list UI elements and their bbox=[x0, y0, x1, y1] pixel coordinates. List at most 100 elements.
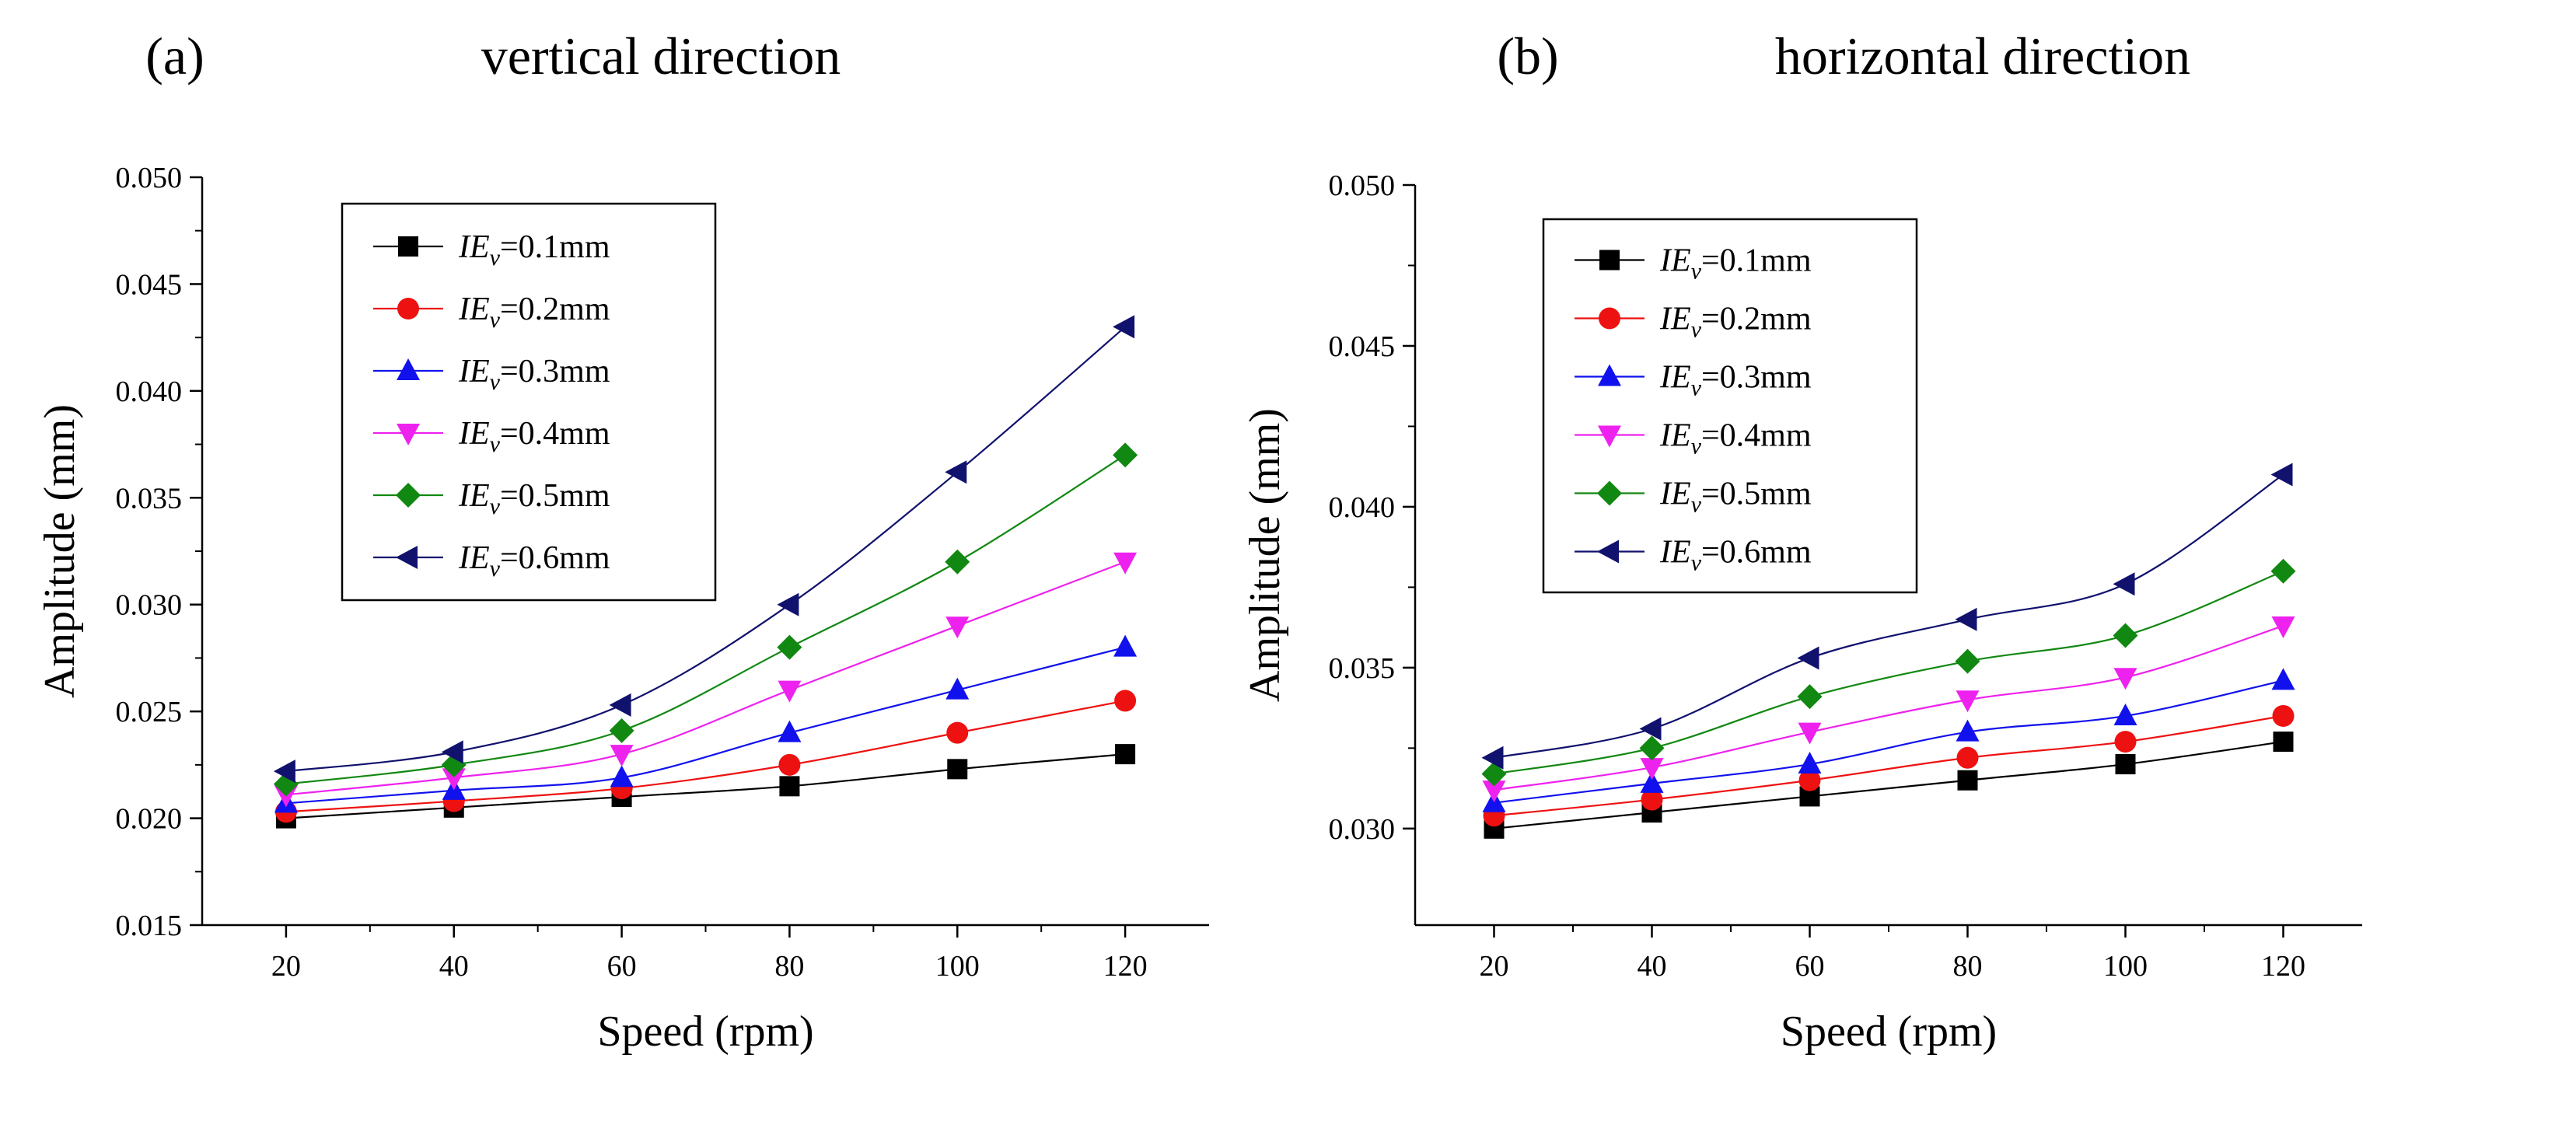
data-point bbox=[1114, 690, 1137, 712]
legend-label: IEv=0.3mm bbox=[458, 354, 610, 395]
y-tick-label: 0.030 bbox=[116, 589, 183, 622]
legend-marker bbox=[1597, 540, 1619, 564]
x-tick-label: 80 bbox=[774, 950, 804, 983]
legend-label-main: IE bbox=[458, 478, 490, 514]
x-tick-label: 20 bbox=[271, 950, 301, 983]
legend-label-rest: =0.5mm bbox=[500, 478, 610, 514]
legend-entry: IEv=0.4mm bbox=[373, 416, 610, 457]
x-tick-label: 40 bbox=[1638, 950, 1667, 983]
y-tick-label: 0.035 bbox=[1329, 652, 1396, 685]
data-point bbox=[442, 768, 466, 791]
legend-entry: IEv=0.6mm bbox=[373, 540, 610, 581]
legend-label-sub: v bbox=[1691, 550, 1702, 576]
data-point bbox=[945, 460, 967, 484]
legend-marker bbox=[1598, 364, 1621, 386]
data-point bbox=[1641, 788, 1663, 811]
legend-label-main: IE bbox=[458, 229, 490, 265]
legend-marker bbox=[1599, 307, 1620, 330]
data-point bbox=[1798, 769, 1821, 791]
x-tick-label: 20 bbox=[1480, 950, 1509, 983]
legend-marker bbox=[396, 546, 418, 569]
data-point bbox=[2113, 668, 2137, 690]
legend-box bbox=[341, 202, 717, 602]
legend-label-rest: =0.3mm bbox=[500, 354, 610, 389]
legend-label-main: IE bbox=[458, 540, 490, 576]
legend-marker bbox=[397, 298, 419, 320]
data-point bbox=[1639, 717, 1662, 741]
y-tick-label: 0.020 bbox=[116, 803, 183, 836]
legend-label-rest: =0.1mm bbox=[500, 229, 610, 265]
legend-box bbox=[1542, 218, 1918, 594]
series-line bbox=[285, 700, 1126, 813]
data-point bbox=[1797, 684, 1823, 710]
legend-entry: IEv=0.4mm bbox=[1575, 418, 1812, 459]
data-point bbox=[1798, 722, 1822, 745]
y-tick-label: 0.040 bbox=[1329, 491, 1396, 524]
legend-label-main: IE bbox=[1659, 302, 1691, 337]
legend-label: IEv=0.1mm bbox=[1659, 243, 1812, 285]
legend-label: IEv=0.2mm bbox=[1659, 302, 1812, 343]
chart-title: horizontal direction bbox=[1775, 26, 2190, 86]
legend-label-rest: =0.1mm bbox=[1701, 243, 1812, 279]
series-line bbox=[285, 326, 1126, 773]
data-point bbox=[778, 680, 802, 703]
legend-label-main: IE bbox=[1659, 360, 1691, 396]
data-point bbox=[779, 776, 800, 797]
y-tick-label: 0.025 bbox=[116, 696, 183, 728]
legend-label: IEv=0.1mm bbox=[458, 229, 610, 271]
series-line bbox=[1494, 740, 2284, 829]
legend-label: IEv=0.6mm bbox=[458, 540, 610, 581]
legend-entry: IEv=0.2mm bbox=[373, 292, 610, 333]
data-point bbox=[1113, 634, 1138, 657]
data-point bbox=[610, 765, 634, 788]
data-point bbox=[2115, 754, 2136, 775]
series-line bbox=[285, 454, 1126, 785]
data-point bbox=[2270, 463, 2293, 487]
data-point bbox=[1113, 552, 1138, 574]
data-point bbox=[947, 759, 968, 780]
data-point bbox=[2113, 703, 2137, 725]
legend-entry: IEv=0.3mm bbox=[373, 354, 610, 395]
legend-entry: IEv=0.1mm bbox=[373, 229, 610, 271]
legend-label: IEv=0.3mm bbox=[1659, 360, 1812, 401]
x-tick-label: 100 bbox=[2103, 950, 2148, 983]
legend-label: IEv=0.2mm bbox=[458, 292, 610, 333]
legend-entry: IEv=0.3mm bbox=[1575, 360, 1812, 401]
series-3 bbox=[1482, 668, 2295, 812]
legend-label-main: IE bbox=[1659, 243, 1691, 279]
data-point bbox=[2272, 704, 2295, 727]
legend-label-sub: v bbox=[490, 431, 501, 457]
x-tick-label: 80 bbox=[1953, 950, 1983, 983]
data-point bbox=[2113, 623, 2138, 648]
legend-entry: IEv=0.5mm bbox=[1575, 477, 1812, 518]
data-point bbox=[1956, 746, 1979, 769]
y-axis-title: Amplitude (mm) bbox=[1241, 408, 1289, 702]
legend-entry: IEv=0.2mm bbox=[1575, 302, 1812, 343]
legend-label-sub: v bbox=[490, 556, 501, 581]
legend-label: IEv=0.4mm bbox=[1659, 418, 1812, 459]
legend-marker bbox=[397, 358, 420, 380]
series-5 bbox=[273, 442, 1138, 797]
legend-label-rest: =0.3mm bbox=[1701, 360, 1812, 396]
data-point bbox=[1957, 770, 1978, 791]
series-line bbox=[1494, 679, 2284, 804]
data-point bbox=[1956, 719, 1980, 742]
legend-label-rest: =0.2mm bbox=[1701, 302, 1812, 337]
legend-marker bbox=[1597, 480, 1622, 506]
data-point bbox=[1640, 770, 1664, 793]
data-point bbox=[945, 549, 970, 574]
series-line bbox=[285, 646, 1126, 805]
legend: IEv=0.1mmIEv=0.2mmIEv=0.3mmIEv=0.4mmIEv=… bbox=[1542, 218, 1918, 594]
legend-label: IEv=0.5mm bbox=[1659, 477, 1812, 518]
series-6 bbox=[1481, 463, 2293, 770]
data-point bbox=[1639, 735, 1665, 761]
y-tick-label: 0.030 bbox=[1329, 813, 1396, 846]
y-tick-label: 0.035 bbox=[116, 482, 183, 515]
series-5 bbox=[1481, 558, 2296, 787]
y-tick-label: 0.050 bbox=[116, 162, 183, 194]
series-line bbox=[1494, 714, 2284, 817]
chart-panel-a: (a) vertical direction 0.015 0.020 0.025 0.03… bbox=[36, 26, 1209, 1056]
series-line bbox=[285, 561, 1126, 796]
x-tick-label: 60 bbox=[1795, 950, 1825, 983]
